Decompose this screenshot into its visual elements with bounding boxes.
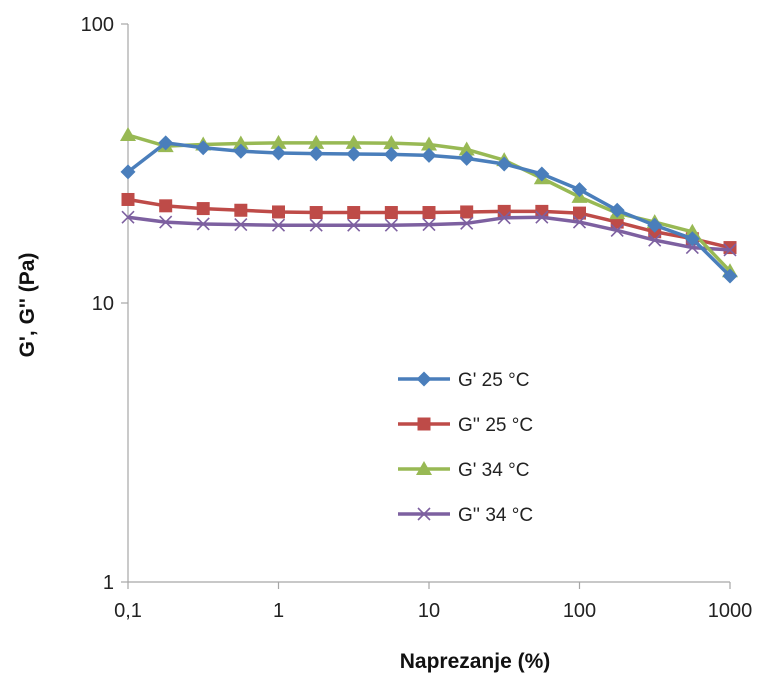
- y-ticks: 1 10 100: [81, 14, 128, 594]
- data-point: [234, 218, 248, 232]
- legend-item: G'' 25 °C: [398, 415, 533, 436]
- series-1: [120, 135, 738, 284]
- data-point: [609, 202, 625, 218]
- x-tick-label: 10: [418, 600, 440, 622]
- legend-label: G' 25 °C: [458, 370, 529, 391]
- data-point: [534, 166, 550, 182]
- y-tick-label: 1: [103, 572, 114, 594]
- data-point: [722, 268, 738, 284]
- data-point: [647, 217, 663, 233]
- data-point: [159, 199, 173, 213]
- legend-item: G' 25 °C: [398, 370, 529, 391]
- legend: G' 25 °C G'' 25 °C G' 34 °C G'' 34 °C: [398, 370, 533, 526]
- data-point: [421, 136, 437, 151]
- data-point: [460, 216, 474, 230]
- data-point: [383, 135, 400, 150]
- data-point: [384, 218, 398, 232]
- data-point: [497, 204, 511, 218]
- data-point: [648, 233, 662, 247]
- legend-label: G' 34 °C: [458, 460, 529, 481]
- data-point: [308, 134, 325, 149]
- data-point: [383, 146, 399, 162]
- data-point: [309, 206, 323, 220]
- data-point: [196, 217, 210, 231]
- data-point: [723, 243, 737, 257]
- data-point: [159, 215, 173, 229]
- data-point: [573, 206, 586, 220]
- data-point: [684, 223, 701, 238]
- legend-swatch-marker: [416, 371, 432, 387]
- legend-swatch-marker: [417, 507, 431, 521]
- data-point: [233, 143, 249, 159]
- series-4: [121, 210, 737, 257]
- data-point: [572, 215, 587, 229]
- data-point: [270, 134, 287, 149]
- data-point: [458, 141, 475, 156]
- data-point: [422, 218, 436, 232]
- data-point: [308, 146, 324, 162]
- data-point: [121, 192, 135, 206]
- data-point: [496, 156, 512, 172]
- series-line: [127, 215, 731, 252]
- data-point: [610, 223, 624, 238]
- data-point: [421, 147, 437, 163]
- x-tick-label: 0,1: [114, 600, 142, 622]
- legend-label: G'' 25 °C: [458, 415, 533, 436]
- data-point: [234, 203, 248, 217]
- x-tick-label: 1: [273, 600, 284, 622]
- x-tick-label: 100: [563, 600, 596, 622]
- data-point: [271, 145, 286, 161]
- y-axis-title: G', G'' (Pa): [16, 253, 39, 358]
- data-point: [723, 241, 737, 255]
- data-point: [309, 218, 323, 232]
- legend-swatch-marker: [416, 461, 432, 475]
- x-tick-label: 1000: [708, 600, 753, 622]
- data-point: [120, 164, 136, 180]
- data-point: [347, 218, 361, 232]
- data-point: [232, 135, 249, 150]
- data-point: [535, 210, 549, 224]
- x-axis-title: Naprezanje (%): [400, 650, 551, 673]
- data-point: [345, 134, 362, 149]
- x-ticks: 0,1 1 10 100 1000: [114, 582, 752, 622]
- legend-label: G'' 34 °C: [458, 505, 533, 526]
- legend-item: G' 34 °C: [398, 460, 529, 481]
- legend-item: G'' 34 °C: [398, 505, 533, 526]
- data-point: [572, 182, 587, 198]
- data-point: [120, 127, 136, 142]
- data-point: [346, 146, 362, 162]
- data-point: [121, 210, 135, 224]
- legend-swatch-marker: [417, 417, 431, 431]
- series-layer: [120, 127, 738, 284]
- data-point: [271, 218, 286, 232]
- data-point: [196, 202, 210, 216]
- data-point: [684, 231, 700, 247]
- data-point: [158, 135, 174, 151]
- data-point: [195, 140, 211, 156]
- data-point: [497, 211, 511, 225]
- data-point: [347, 206, 361, 220]
- data-point: [384, 206, 398, 220]
- axes: [127, 24, 730, 583]
- data-point: [460, 205, 474, 219]
- data-point: [272, 205, 285, 219]
- data-point: [422, 206, 436, 220]
- y-tick-label: 10: [92, 293, 114, 315]
- data-point: [459, 150, 475, 166]
- y-tick-label: 100: [81, 14, 114, 36]
